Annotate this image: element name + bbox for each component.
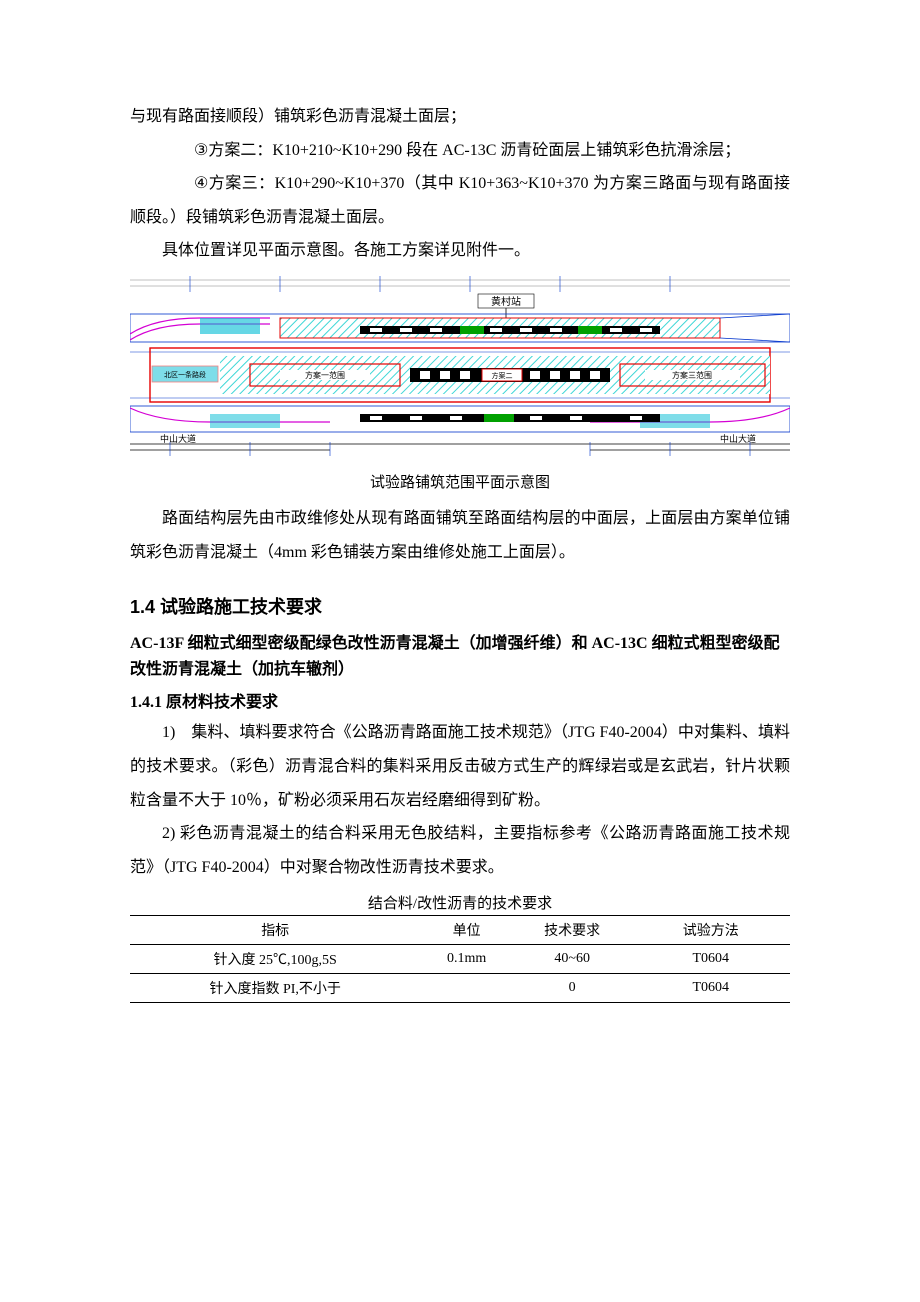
cell: 针入度 25℃,100g,5S [130, 945, 420, 974]
document-page: 与现有路面接顺段）铺筑彩色沥青混凝土面层； ③方案二：K10+210~K10+2… [0, 0, 920, 1302]
topleft-label: 北区一条路段 [164, 370, 206, 379]
scheme1-label: 方案一范围 [305, 370, 345, 380]
list-item-2: 2) 彩色沥青混凝土的结合料采用无色胶结料，主要指标参考《公路沥青路面施工技术规… [130, 817, 790, 884]
cell: T0604 [632, 974, 790, 1003]
scheme2-label: 方案二 [492, 371, 513, 380]
cell: 0 [513, 974, 632, 1003]
cell: 0.1mm [420, 945, 512, 974]
th-method: 试验方法 [632, 916, 790, 945]
cell [420, 974, 512, 1003]
spec-table: 指标 单位 技术要求 试验方法 针入度 25℃,100g,5S 0.1mm 40… [130, 915, 790, 1003]
paragraph-scheme2: ③方案二：K10+210~K10+290 段在 AC-13C 沥青砼面层上铺筑彩… [130, 134, 790, 168]
road-name-left: 中山大道 [160, 433, 196, 444]
paragraph-seeplan: 具体位置详见平面示意图。各施工方案详见附件一。 [130, 234, 790, 268]
paragraph-scheme3: ④方案三：K10+290~K10+370（其中 K10+363~K10+370 … [130, 167, 790, 234]
text: 方案三：K10+290~K10+370（其中 K10+363~K10+370 为… [130, 175, 790, 226]
table-row: 针入度指数 PI,不小于 0 T0604 [130, 974, 790, 1003]
th-metric: 指标 [130, 916, 420, 945]
text: 方案二：K10+210~K10+290 段在 AC-13C 沥青砼面层上铺筑彩色… [208, 142, 740, 159]
th-unit: 单位 [420, 916, 512, 945]
heading-1-4: 1.4 试验路施工技术要求 [130, 593, 790, 619]
heading-1-4-1: 1.4.1 原材料技术要求 [130, 688, 790, 712]
list-item-1: 1) 集料、填料要求符合《公路沥青路面施工技术规范》（JTG F40-2004）… [130, 716, 790, 817]
cell: 40~60 [513, 945, 632, 974]
heading-mix-types: AC-13F 细粒式细型密级配绿色改性沥青混凝土（加增强纤维）和 AC-13C … [130, 631, 790, 682]
plan-svg: 黄村站 [130, 274, 790, 464]
table-row: 针入度 25℃,100g,5S 0.1mm 40~60 T0604 [130, 945, 790, 974]
scheme3-label: 方案三范围 [672, 370, 712, 380]
paragraph-cont: 与现有路面接顺段）铺筑彩色沥青混凝土面层； [130, 100, 790, 134]
road-name-right: 中山大道 [720, 433, 756, 444]
cell: T0604 [632, 945, 790, 974]
circled-3: ③ [162, 134, 208, 168]
figure-caption: 试验路铺筑范围平面示意图 [130, 468, 790, 498]
station-label: 黄村站 [491, 295, 521, 308]
th-req: 技术要求 [513, 916, 632, 945]
table-caption: 结合料/改性沥青的技术要求 [130, 892, 790, 913]
circled-4: ④ [162, 167, 208, 201]
table-header-row: 指标 单位 技术要求 试验方法 [130, 916, 790, 945]
plan-figure: 黄村站 [130, 274, 790, 464]
cell: 针入度指数 PI,不小于 [130, 974, 420, 1003]
paragraph-structure: 路面结构层先由市政维修处从现有路面铺筑至路面结构层的中面层，上面层由方案单位铺筑… [130, 502, 790, 569]
